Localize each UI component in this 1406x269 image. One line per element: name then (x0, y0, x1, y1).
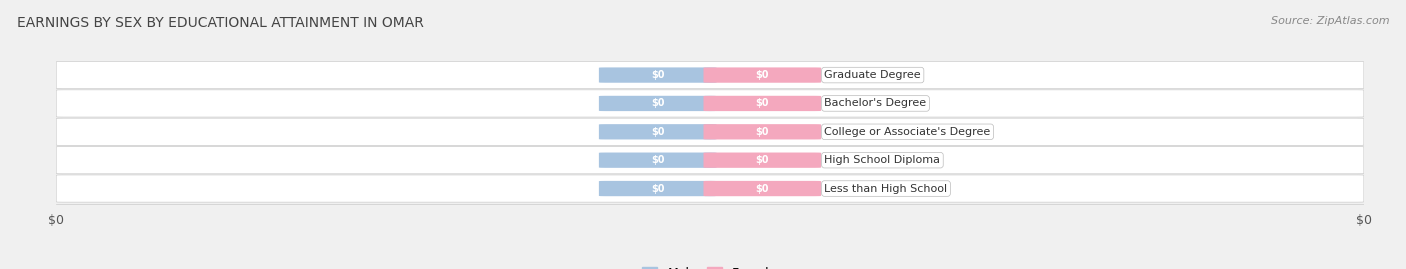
Legend: Male, Female: Male, Female (637, 262, 783, 269)
Text: Source: ZipAtlas.com: Source: ZipAtlas.com (1271, 16, 1389, 26)
FancyBboxPatch shape (703, 68, 821, 83)
Text: $0: $0 (651, 127, 665, 137)
Text: High School Diploma: High School Diploma (824, 155, 941, 165)
Text: $0: $0 (651, 183, 665, 193)
Text: Less than High School: Less than High School (824, 183, 948, 193)
Text: $0: $0 (755, 98, 769, 108)
FancyBboxPatch shape (56, 175, 1364, 202)
Text: $0: $0 (651, 98, 665, 108)
FancyBboxPatch shape (703, 181, 821, 196)
Text: $0: $0 (651, 70, 665, 80)
FancyBboxPatch shape (703, 124, 821, 139)
Text: Graduate Degree: Graduate Degree (824, 70, 921, 80)
FancyBboxPatch shape (703, 153, 821, 168)
Text: EARNINGS BY SEX BY EDUCATIONAL ATTAINMENT IN OMAR: EARNINGS BY SEX BY EDUCATIONAL ATTAINMEN… (17, 16, 423, 30)
FancyBboxPatch shape (56, 90, 1364, 117)
FancyBboxPatch shape (599, 96, 717, 111)
Text: Bachelor's Degree: Bachelor's Degree (824, 98, 927, 108)
FancyBboxPatch shape (56, 118, 1364, 146)
FancyBboxPatch shape (599, 124, 717, 139)
FancyBboxPatch shape (599, 153, 717, 168)
FancyBboxPatch shape (56, 147, 1364, 174)
FancyBboxPatch shape (703, 96, 821, 111)
Text: $0: $0 (755, 155, 769, 165)
FancyBboxPatch shape (599, 68, 717, 83)
Text: College or Associate's Degree: College or Associate's Degree (824, 127, 991, 137)
FancyBboxPatch shape (599, 181, 717, 196)
Text: $0: $0 (755, 127, 769, 137)
Text: $0: $0 (755, 183, 769, 193)
Text: $0: $0 (651, 155, 665, 165)
FancyBboxPatch shape (56, 61, 1364, 89)
Text: $0: $0 (755, 70, 769, 80)
